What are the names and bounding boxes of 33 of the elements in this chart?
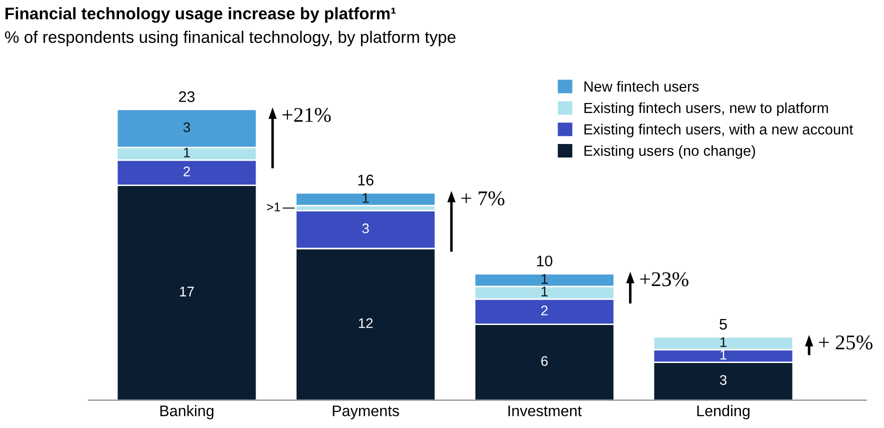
total-label: 5 [720,318,727,330]
total-label: 23 [179,91,195,102]
data-label: 1 [184,148,190,158]
data-label: 2 [541,306,548,316]
annotation: +21% [282,108,331,122]
data-label: >1 [267,202,280,212]
chart-subtitle: % of respondents using finanical technology, by platform type [5,30,456,46]
x-tick-label: Banking [160,405,214,420]
total-label: 10 [537,256,552,266]
annotation: + 7% [461,191,504,206]
chart-title: Financial technology usage increase by platform¹ [6,7,396,23]
x-tick-label: Investment [508,406,582,416]
data-label: 3 [362,223,369,234]
data-label: 12 [358,318,373,328]
x-tick-label: Lending [697,405,750,420]
data-label: 3 [720,375,727,385]
data-label: 1 [720,350,726,360]
data-label: 3 [183,122,190,132]
legend-label: Existing fintech users, new to platform [584,102,828,116]
total-label: 16 [358,174,374,186]
data-label: 2 [184,166,190,176]
annotation: +23% [640,272,688,286]
data-label: 1 [542,274,548,284]
legend-label: Existing fintech users, with a new account [584,124,854,138]
data-label: 6 [541,356,548,366]
annotation: + 25% [819,335,872,350]
x-tick-label: Payments [332,406,400,420]
data-label: 1 [362,193,369,203]
data-label: 1 [542,286,548,296]
legend-label: New fintech users [584,81,699,92]
data-label: 17 [180,286,194,296]
legend-label: Existing users (no change) [584,145,756,159]
data-label: 1 [720,337,726,347]
